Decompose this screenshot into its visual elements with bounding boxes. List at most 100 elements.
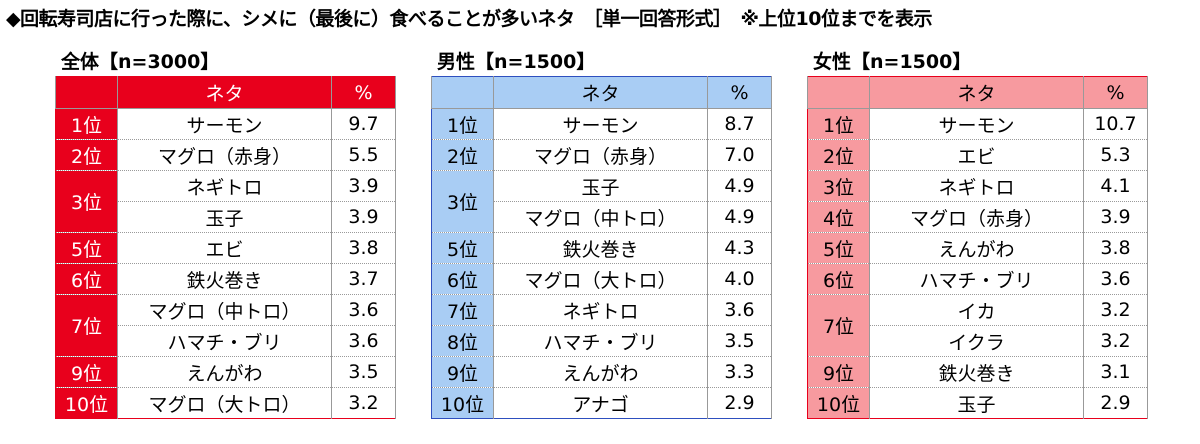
neta-cell: マグロ（赤身） bbox=[117, 139, 332, 171]
table-row: 1位 サーモン 8.7 bbox=[431, 108, 772, 140]
rank-cell: 3位 bbox=[55, 170, 118, 233]
neta-cell: マグロ（中トロ） bbox=[117, 294, 332, 326]
neta-cell: 玉子 bbox=[493, 170, 708, 202]
rank-cell: 6位 bbox=[431, 263, 494, 295]
pct-cell: 3.2 bbox=[1083, 294, 1148, 326]
rank-header bbox=[55, 76, 118, 109]
rank-cell: 10位 bbox=[807, 387, 870, 419]
pct-cell: 9.7 bbox=[331, 108, 396, 140]
table-row: イクラ 3.2 bbox=[808, 325, 1148, 357]
panel-male: 男性【n=1500】 ネタ % 1位 サーモン 8.7 2位 マグロ（赤身） 7.0 3位玉… bbox=[431, 48, 772, 419]
table-row: 6位 ハマチ・ブリ 3.6 bbox=[807, 263, 1148, 295]
neta-header: ネタ bbox=[117, 76, 332, 109]
table-row: 7位 イカ 3.2 bbox=[807, 294, 1148, 357]
table-row: 3位 ネギトロ 3.9 bbox=[55, 170, 396, 233]
rank-cell: 10位 bbox=[55, 387, 118, 419]
rank-cell: 1位 bbox=[55, 108, 118, 140]
pct-cell: 4.1 bbox=[1083, 170, 1148, 202]
pct-cell: 3.9 bbox=[1083, 201, 1148, 233]
panel-female: 女性【n=1500】 ネタ % 1位 サーモン 10.7 2位 エビ 5.3 3位 ネギトロ 4… bbox=[807, 48, 1148, 419]
neta-header: ネタ bbox=[493, 76, 708, 109]
pct-cell: 3.2 bbox=[1083, 325, 1148, 357]
neta-cell: マグロ（大トロ） bbox=[493, 263, 708, 295]
pct-cell: 3.9 bbox=[331, 201, 396, 233]
table-row: 9位 えんがわ 3.3 bbox=[431, 356, 772, 388]
pct-header: % bbox=[707, 76, 772, 109]
neta-cell: えんがわ bbox=[117, 356, 332, 388]
pct-cell: 4.9 bbox=[707, 170, 772, 202]
table-row: 10位 アナゴ 2.9 bbox=[431, 387, 772, 419]
neta-cell: イカ bbox=[869, 294, 1084, 326]
page-title: ◆回転寿司店に行った際に、シメに（最後に）食べることが多いネタ ［単一回答形式］… bbox=[6, 8, 932, 30]
rank-cell: 6位 bbox=[807, 263, 870, 295]
table-row: 6位 マグロ（大トロ） 4.0 bbox=[431, 263, 772, 295]
pct-cell: 3.8 bbox=[1083, 232, 1148, 264]
ranking-table: ネタ % 1位 サーモン 10.7 2位 エビ 5.3 3位 ネギトロ 4.1 4位 マグロ（赤身）… bbox=[807, 76, 1148, 419]
pct-cell: 3.6 bbox=[331, 294, 396, 326]
ranking-table: ネタ % 1位 サーモン 8.7 2位 マグロ（赤身） 7.0 3位 玉子 4.9 マグロ（中トロ… bbox=[431, 76, 772, 419]
pct-cell: 10.7 bbox=[1083, 108, 1148, 140]
neta-cell: イクラ bbox=[869, 325, 1084, 357]
pct-cell: 3.7 bbox=[331, 263, 396, 295]
rank-cell: 1位 bbox=[431, 108, 494, 140]
rank-cell: 5位 bbox=[431, 232, 494, 264]
table-row: マグロ（中トロ） 4.9 bbox=[432, 201, 772, 233]
panel-title: 男性【n=1500】 bbox=[437, 51, 596, 73]
table-row: 4位 マグロ（赤身） 3.9 bbox=[807, 201, 1148, 233]
neta-cell: マグロ（中トロ） bbox=[493, 201, 708, 233]
table-row: 2位 マグロ（赤身） 7.0 bbox=[431, 139, 772, 171]
pct-cell: 2.9 bbox=[1083, 387, 1148, 419]
rank-cell: 7位 bbox=[55, 294, 118, 357]
pct-cell: 3.5 bbox=[331, 356, 396, 388]
rank-header bbox=[431, 76, 494, 109]
table-row: 10位 玉子 2.9 bbox=[807, 387, 1148, 419]
rank-cell: 2位 bbox=[807, 139, 870, 171]
rank-cell: 10位 bbox=[431, 387, 494, 419]
table-row: 5位 鉄火巻き 4.3 bbox=[431, 232, 772, 264]
table-row: 9位 鉄火巻き 3.1 bbox=[807, 356, 1148, 388]
table-row: 1位 サーモン 10.7 bbox=[807, 108, 1148, 140]
neta-cell: ハマチ・ブリ bbox=[493, 325, 708, 357]
table-row: 玉子 3.9 bbox=[56, 201, 396, 233]
panel-title: 全体【n=3000】 bbox=[61, 51, 220, 73]
neta-cell: サーモン bbox=[869, 108, 1084, 140]
pct-cell: 3.5 bbox=[707, 325, 772, 357]
neta-cell: えんがわ bbox=[869, 232, 1084, 264]
table-row: 2位 マグロ（赤身） 5.5 bbox=[55, 139, 396, 171]
neta-cell: サーモン bbox=[493, 108, 708, 140]
neta-cell: ハマチ・ブリ bbox=[869, 263, 1084, 295]
panel-title: 女性【n=1500】 bbox=[813, 51, 972, 73]
table-row: 10位 マグロ（大トロ） 3.2 bbox=[55, 387, 396, 419]
rank-cell: 1位 bbox=[807, 108, 870, 140]
neta-header: ネタ bbox=[869, 76, 1084, 109]
rank-cell: 7位 bbox=[807, 294, 870, 357]
neta-cell: えんがわ bbox=[493, 356, 708, 388]
pct-cell: 4.3 bbox=[707, 232, 772, 264]
neta-cell: マグロ（大トロ） bbox=[117, 387, 332, 419]
table-header-row: ネタ % bbox=[807, 76, 1148, 109]
neta-cell: 玉子 bbox=[117, 201, 332, 233]
pct-cell: 3.6 bbox=[1083, 263, 1148, 295]
table-row: 5位 エビ 3.8 bbox=[55, 232, 396, 264]
rank-cell: 2位 bbox=[431, 139, 494, 171]
rank-header bbox=[807, 76, 870, 109]
table-row: 3位 ネギトロ 4.1 bbox=[807, 170, 1148, 202]
rank-cell: 7位 bbox=[431, 294, 494, 326]
table-row: 7位 ネギトロ 3.6 bbox=[431, 294, 772, 326]
neta-cell: マグロ（赤身） bbox=[493, 139, 708, 171]
pct-cell: 3.6 bbox=[707, 294, 772, 326]
rank-cell: 8位 bbox=[431, 325, 494, 357]
table-row: 6位 鉄火巻き 3.7 bbox=[55, 263, 396, 295]
table-header-row: ネタ % bbox=[431, 76, 772, 109]
rank-cell: 2位 bbox=[55, 139, 118, 171]
pct-header: % bbox=[331, 76, 396, 109]
pct-cell: 3.2 bbox=[331, 387, 396, 419]
pct-cell: 3.3 bbox=[707, 356, 772, 388]
neta-cell: マグロ（赤身） bbox=[869, 201, 1084, 233]
ranking-table: ネタ % 1位 サーモン 9.7 2位 マグロ（赤身） 5.5 3位 ネギトロ 3.9 玉子 3.9… bbox=[55, 76, 396, 419]
panel-overall: 全体【n=3000】 ネタ % 1位 サーモン 9.7 2位 マグロ（赤身） 5.5 3位ネ… bbox=[55, 48, 396, 419]
table-row: 7位 マグロ（中トロ） 3.6 bbox=[55, 294, 396, 357]
rank-cell: 3位 bbox=[431, 170, 494, 233]
table-row: 9位 えんがわ 3.5 bbox=[55, 356, 396, 388]
rank-cell: 5位 bbox=[55, 232, 118, 264]
